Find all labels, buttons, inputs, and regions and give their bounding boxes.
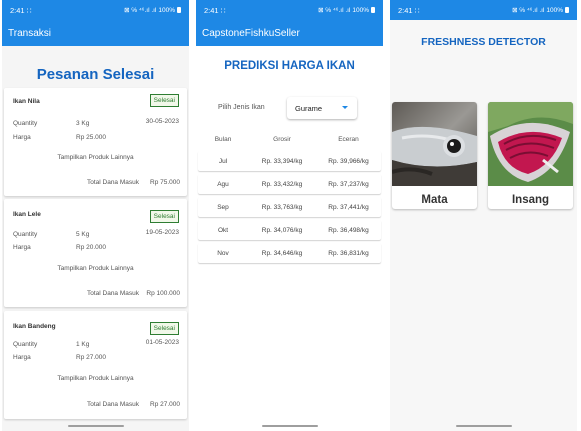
- quantity-label: Quantity: [13, 341, 38, 348]
- home-handle[interactable]: [261, 425, 318, 427]
- order-fish-name: Ikan Lele: [13, 211, 41, 218]
- order-date: 01-05-2023: [145, 339, 179, 346]
- table-header: Bulan Grosir Eceran: [198, 130, 381, 148]
- total-value: Rp 27.000: [150, 401, 180, 408]
- quantity-label: Quantity: [13, 120, 38, 127]
- status-bar: 2:41 ∷ ⊠ ℅ ⁴⁶.ıl .ıl 100%: [196, 0, 383, 20]
- quantity-label: Quantity: [13, 231, 38, 238]
- table-row: Agu Rp. 33,432/kg Rp. 37,237/kg: [198, 174, 381, 194]
- home-handle[interactable]: [455, 425, 512, 427]
- total-label: Total Dana Masuk: [86, 179, 139, 186]
- dropdown-value: Gurame: [295, 103, 323, 113]
- price-prediction-screen: 2:41 ∷ ⊠ ℅ ⁴⁶.ıl .ıl 100% CapstoneFishkuS…: [196, 0, 383, 431]
- show-more-products-link[interactable]: Tampilkan Produk Lainnya: [57, 154, 134, 161]
- table-row: Jul Rp. 33,394/kg Rp. 39,966/kg: [198, 151, 381, 171]
- wholesale-cell: Rp. 33,763/kg: [261, 203, 303, 211]
- total-value: Rp 100.000: [146, 290, 180, 297]
- price-value: Rp 25.000: [76, 134, 106, 141]
- month-cell: Jul: [218, 157, 228, 165]
- card-label: Insang: [511, 194, 550, 206]
- order-fish-name: Ikan Bandeng: [13, 323, 56, 330]
- retail-cell: Rp. 36,831/kg: [328, 249, 369, 257]
- eye-detector-card[interactable]: Mata: [392, 102, 477, 209]
- price-table: Bulan Grosir Eceran Jul Rp. 33,394/kg Rp…: [198, 130, 381, 263]
- retail-cell: Rp. 37,237/kg: [328, 180, 369, 188]
- select-label: Pilih Jenis Ikan: [218, 104, 265, 111]
- wholesale-cell: Rp. 33,394/kg: [261, 157, 303, 165]
- app-bar: Transaksi: [2, 20, 189, 46]
- battery-icon: [371, 7, 375, 13]
- battery-icon: [565, 7, 569, 13]
- column-header-wholesale: Grosir: [273, 135, 291, 143]
- price-value: Rp 27.000: [76, 354, 106, 361]
- gill-detector-card[interactable]: Insang: [488, 102, 573, 209]
- app-bar-title: Transaksi: [8, 27, 51, 39]
- gesture-nav-bar[interactable]: [2, 421, 189, 431]
- retail-cell: Rp. 39,966/kg: [328, 157, 369, 165]
- app-bar-title: CapstoneFishkuSeller: [202, 27, 300, 39]
- order-fish-name: Ikan Nila: [13, 98, 40, 105]
- page-title: Pesanan Selesai: [36, 66, 155, 83]
- quantity-value: 5 Kg: [76, 231, 90, 238]
- price-label: Harga: [13, 354, 31, 361]
- wholesale-cell: Rp. 33,432/kg: [261, 180, 303, 188]
- month-cell: Sep: [217, 203, 229, 211]
- retail-cell: Rp. 36,498/kg: [328, 226, 369, 234]
- fish-gill-photo-icon: [488, 102, 573, 186]
- price-label: Harga: [13, 244, 31, 251]
- order-card[interactable]: Ikan Lele Selesai Quantity 5 Kg 19-05-20…: [4, 199, 187, 307]
- month-cell: Nov: [217, 249, 229, 257]
- price-value: Rp 20.000: [76, 244, 106, 251]
- order-card[interactable]: Ikan Nila Selesai Quantity 3 Kg 30-05-20…: [4, 88, 187, 196]
- status-time: 2:41 ∷: [10, 5, 32, 15]
- status-time: 2:41 ∷: [398, 5, 420, 15]
- quantity-value: 1 Kg: [76, 341, 90, 348]
- table-row: Nov Rp. 34,646/kg Rp. 36,831/kg: [198, 243, 381, 263]
- status-time: 2:41 ∷: [204, 5, 226, 15]
- gesture-nav-bar[interactable]: [196, 421, 383, 431]
- status-icons: ⊠ ℅ ⁴⁶.ıl .ıl 100%: [512, 6, 569, 14]
- month-cell: Okt: [217, 226, 229, 234]
- fish-eye-photo-icon: [392, 102, 477, 186]
- table-row: Okt Rp. 34,076/kg Rp. 36,498/kg: [198, 220, 381, 240]
- total-label: Total Dana Masuk: [86, 401, 139, 408]
- total-value: Rp 75.000: [150, 179, 180, 186]
- show-more-products-link[interactable]: Tampilkan Produk Lainnya: [57, 265, 134, 272]
- fish-type-selector: Pilih Jenis Ikan Gurame: [196, 97, 383, 121]
- wholesale-cell: Rp. 34,646/kg: [261, 249, 303, 257]
- status-bar: 2:41 ∷ ⊠ ℅ ⁴⁶.ıl .ıl 100%: [2, 0, 189, 20]
- status-badge: Selesai: [149, 210, 179, 223]
- status-badge: Selesai: [149, 322, 179, 335]
- month-cell: Agu: [217, 180, 229, 188]
- wholesale-cell: Rp. 34,076/kg: [261, 226, 303, 234]
- page-title: FRESHNESS DETECTOR: [421, 36, 546, 48]
- order-date: 30-05-2023: [145, 118, 179, 125]
- transaksi-screen: 2:41 ∷ ⊠ ℅ ⁴⁶.ıl .ıl 100% Transaksi Pesan…: [2, 0, 189, 431]
- total-label: Total Dana Masuk: [86, 290, 139, 297]
- retail-cell: Rp. 37,441/kg: [328, 203, 369, 211]
- status-icons: ⊠ ℅ ⁴⁶.ıl .ıl 100%: [124, 6, 181, 14]
- order-date: 19-05-2023: [145, 229, 179, 236]
- status-badge: Selesai: [149, 94, 179, 107]
- home-handle[interactable]: [67, 425, 124, 427]
- column-header-month: Bulan: [214, 135, 232, 143]
- show-more-products-link[interactable]: Tampilkan Produk Lainnya: [57, 375, 134, 382]
- status-icons: ⊠ ℅ ⁴⁶.ıl .ıl 100%: [318, 6, 375, 14]
- page-title: PREDIKSI HARGA IKAN: [224, 60, 355, 72]
- battery-icon: [177, 7, 181, 13]
- column-header-retail: Eceran: [338, 135, 359, 143]
- freshness-detector-screen: 2:41 ∷ ⊠ ℅ ⁴⁶.ıl .ıl 100% FRESHNESS DETEC…: [390, 0, 577, 431]
- fish-type-dropdown[interactable]: Gurame: [287, 97, 357, 119]
- app-bar: CapstoneFishkuSeller: [196, 20, 383, 46]
- caret-down-icon: [342, 106, 348, 109]
- status-bar: 2:41 ∷ ⊠ ℅ ⁴⁶.ıl .ıl 100%: [390, 0, 577, 20]
- order-card[interactable]: Ikan Bandeng Selesai Quantity 1 Kg 01-05…: [4, 311, 187, 419]
- gesture-nav-bar[interactable]: [390, 421, 577, 431]
- card-label: Mata: [421, 194, 448, 206]
- quantity-value: 3 Kg: [76, 120, 90, 127]
- price-label: Harga: [13, 134, 31, 141]
- table-row: Sep Rp. 33,763/kg Rp. 37,441/kg: [198, 197, 381, 217]
